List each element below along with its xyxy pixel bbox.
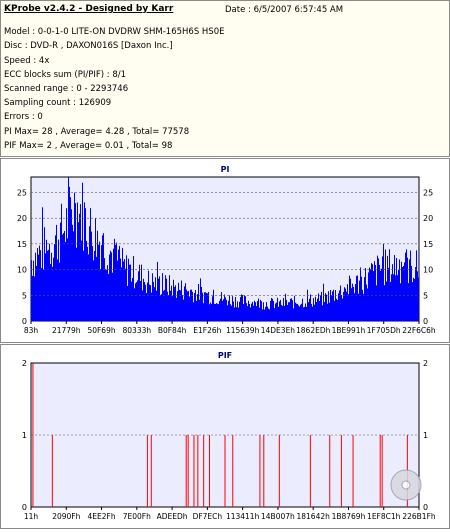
y-tick-label-right: 10 bbox=[423, 266, 433, 275]
x-tick-label: 226B1Fh bbox=[402, 512, 436, 521]
y-tick-label-right: 1 bbox=[423, 431, 428, 440]
x-tick-label: 1862EDh bbox=[296, 326, 331, 335]
speed-line: Speed : 4x bbox=[4, 56, 50, 66]
y-tick-label-left: 10 bbox=[17, 266, 27, 275]
pif-chart-panel: PIF 0 0 1 1 2 2 11h 2090Fh 4EE2Fh 7E00Fh ADEEDh DF7E… bbox=[0, 344, 450, 529]
x-tick-label: 21779h bbox=[52, 326, 81, 335]
x-tick-label: 7E00Fh bbox=[123, 512, 151, 521]
y-tick-label-left: 15 bbox=[17, 240, 27, 249]
scan-date: Date : 6/5/2007 6:57:45 AM bbox=[225, 5, 344, 15]
y-tick-label-right: 2 bbox=[423, 359, 428, 368]
x-tick-label: ADEEDh bbox=[157, 512, 188, 521]
x-tick-label: 22F6C6h bbox=[402, 326, 436, 335]
y-tick-label-right: 0 bbox=[423, 317, 428, 326]
y-tick-label-right: 15 bbox=[423, 240, 433, 249]
y-tick-label-right: 0 bbox=[423, 503, 428, 512]
x-tick-label: 14DE3Eh bbox=[261, 326, 296, 335]
x-tick-label: 11h bbox=[24, 512, 39, 521]
pif-chart: PIF 0 0 1 1 2 2 11h 2090Fh 4EE2Fh 7E00Fh ADEEDh DF7E… bbox=[22, 351, 436, 521]
pi-chart-panel: PI 0 0 5 5 10 10 15 15 20 20 25 25 83h 21779h 50F69h 803… bbox=[0, 158, 450, 343]
x-tick-label: 1BE991h bbox=[332, 326, 366, 335]
chart-title: PIF bbox=[218, 351, 232, 360]
x-tick-label: 14B007h bbox=[261, 512, 295, 521]
model-line: Model : 0-0-1-0 LITE-ON DVDRW SHM-165H6S… bbox=[4, 27, 225, 37]
chart-title: PI bbox=[221, 165, 230, 174]
x-tick-label: 80333h bbox=[123, 326, 152, 335]
app-title: KProbe v2.4.2 - Designed by Karr bbox=[4, 4, 174, 14]
y-tick-label-left: 0 bbox=[22, 503, 27, 512]
x-tick-label: 1EF8C1h bbox=[367, 512, 401, 521]
y-tick-label-left: 0 bbox=[22, 317, 27, 326]
x-tick-label: B0F84h bbox=[158, 326, 187, 335]
y-tick-label-left: 25 bbox=[17, 188, 27, 197]
disc-info-panel: KProbe v2.4.2 - Designed by Karr Date : … bbox=[0, 0, 450, 157]
x-tick-label: DF7ECh bbox=[193, 512, 223, 521]
y-tick-label-right: 20 bbox=[423, 214, 433, 223]
y-tick-label-left: 20 bbox=[17, 214, 27, 223]
range-line: Scanned range : 0 - 2293746 bbox=[4, 84, 129, 94]
disc-watermark-icon bbox=[390, 469, 422, 501]
y-tick-label-left: 1 bbox=[22, 431, 27, 440]
x-tick-label: 83h bbox=[24, 326, 39, 335]
x-tick-label: 4EE2Fh bbox=[87, 512, 115, 521]
y-tick-label-right: 25 bbox=[423, 188, 433, 197]
errors-line: Errors : 0 bbox=[4, 112, 43, 122]
x-tick-label: E1F26h bbox=[193, 326, 221, 335]
x-tick-label: 113411h bbox=[226, 512, 260, 521]
pif-summary-line: PIF Max= 2 , Average= 0.01 , Total= 98 bbox=[4, 141, 173, 151]
sampling-line: Sampling count : 126909 bbox=[4, 98, 112, 108]
x-tick-label: 1F705Dh bbox=[367, 326, 401, 335]
y-tick-label-left: 2 bbox=[22, 359, 27, 368]
x-tick-label: 2090Fh bbox=[52, 512, 80, 521]
ecc-line: ECC blocks sum (PI/PIF) : 8/1 bbox=[4, 70, 127, 80]
y-tick-label-left: 5 bbox=[22, 291, 27, 300]
x-tick-label: 115639h bbox=[226, 326, 260, 335]
disc-line: Disc : DVD-R , DAXON016S [Daxon Inc.] bbox=[4, 41, 173, 51]
pi-chart: PI 0 0 5 5 10 10 15 15 20 20 25 25 83h 21779h 50F69h 803… bbox=[17, 165, 436, 335]
x-tick-label: 181642h bbox=[296, 512, 330, 521]
x-tick-label: 50F69h bbox=[87, 326, 115, 335]
y-tick-label-right: 5 bbox=[423, 291, 428, 300]
x-tick-label: 1B8769h bbox=[332, 512, 366, 521]
pi-summary-line: PI Max= 28 , Average= 4.28 , Total= 7757… bbox=[4, 127, 190, 137]
